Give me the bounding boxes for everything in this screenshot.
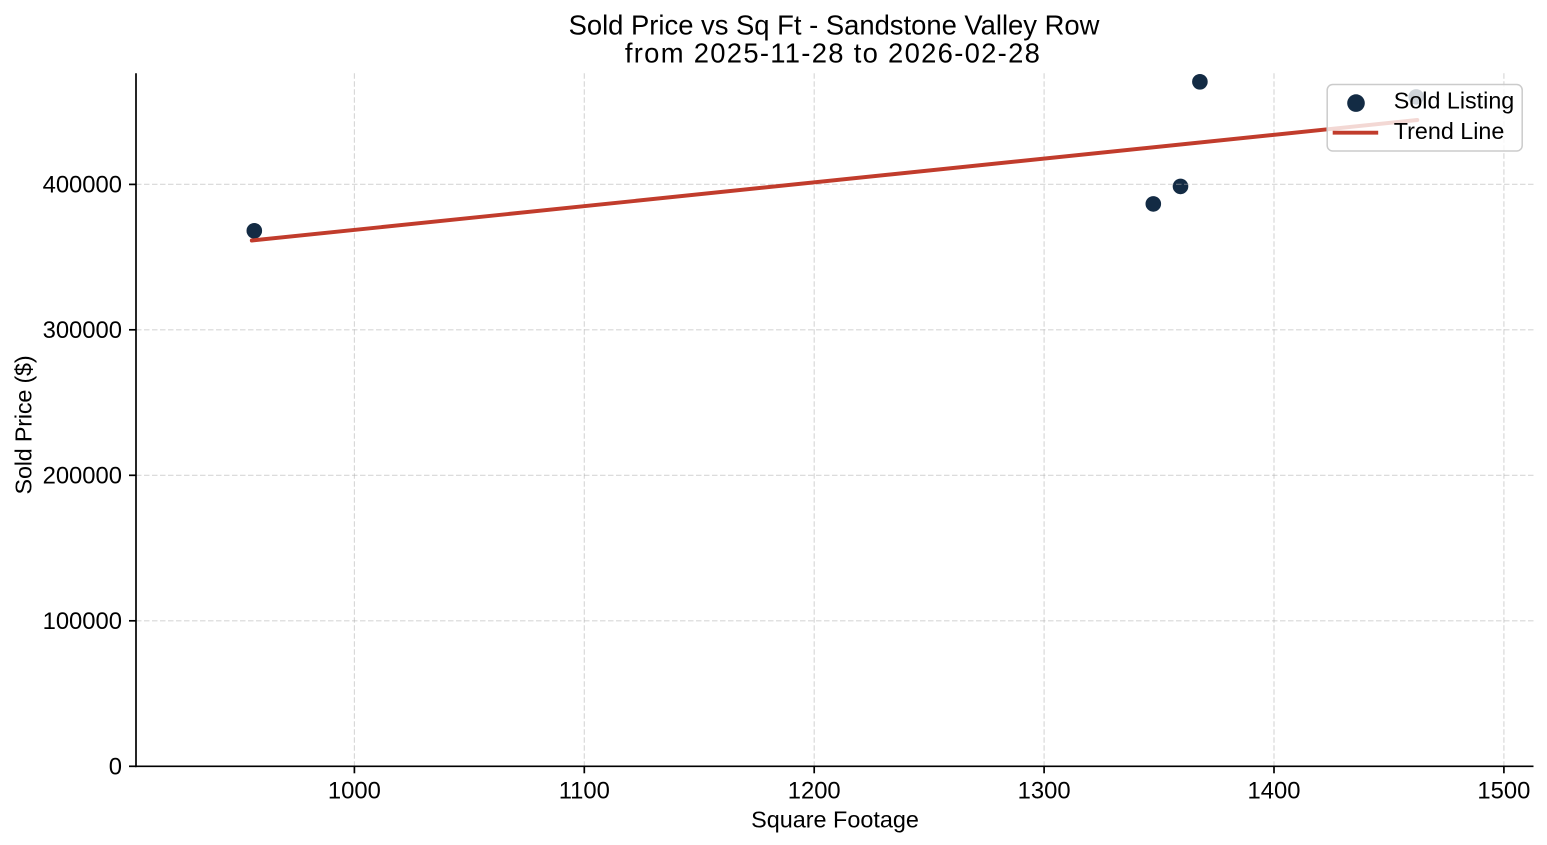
svg-text:Trend Line: Trend Line bbox=[1394, 118, 1505, 144]
svg-text:1500: 1500 bbox=[1477, 778, 1530, 805]
svg-text:Sold Price vs Sq Ft - Sandston: Sold Price vs Sq Ft - Sandstone Valley R… bbox=[569, 10, 1100, 41]
svg-text:400000: 400000 bbox=[43, 172, 122, 199]
svg-text:0: 0 bbox=[109, 754, 122, 781]
svg-text:1000: 1000 bbox=[328, 778, 381, 805]
svg-text:1300: 1300 bbox=[1018, 778, 1071, 805]
svg-text:Sold Price ($): Sold Price ($) bbox=[11, 356, 37, 495]
svg-text:200000: 200000 bbox=[43, 463, 122, 490]
svg-text:1200: 1200 bbox=[788, 778, 841, 805]
svg-text:1100: 1100 bbox=[559, 778, 610, 805]
svg-text:100000: 100000 bbox=[43, 608, 122, 635]
svg-text:300000: 300000 bbox=[43, 317, 122, 344]
svg-text:from 2025-11-28 to 2026-02-28: from 2025-11-28 to 2026-02-28 bbox=[625, 38, 1041, 69]
svg-text:Sold Listing: Sold Listing bbox=[1394, 88, 1514, 114]
svg-text:1400: 1400 bbox=[1248, 778, 1301, 805]
svg-text:Square Footage: Square Footage bbox=[751, 807, 919, 833]
